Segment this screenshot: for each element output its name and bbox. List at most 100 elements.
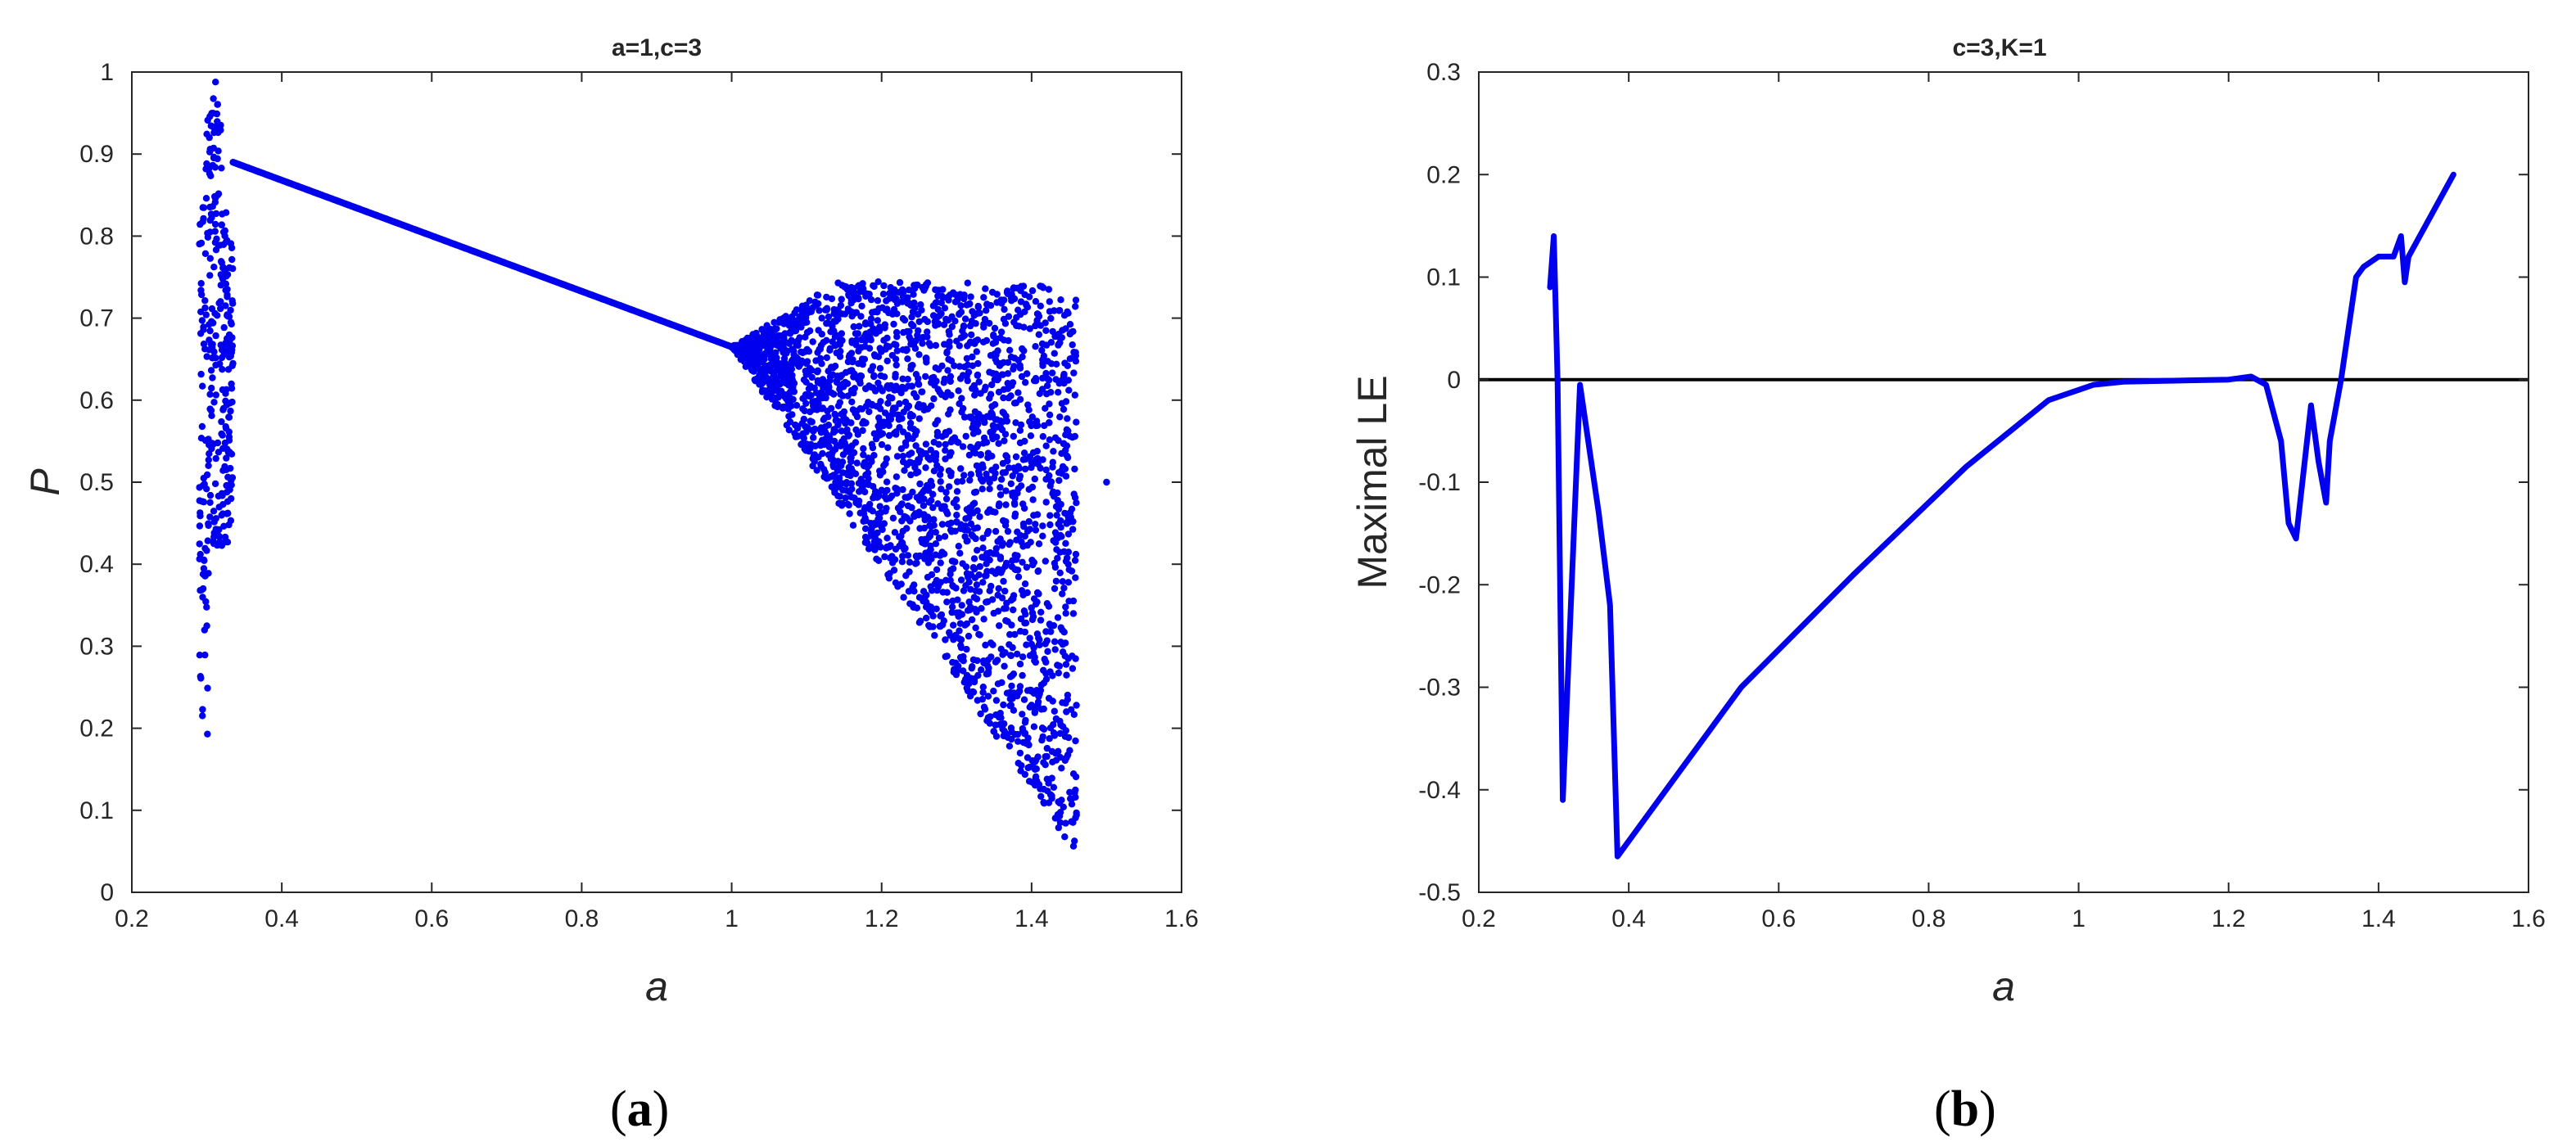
scatter-point: [966, 322, 974, 330]
scatter-point: [995, 585, 1002, 593]
scatter-point: [859, 427, 866, 435]
scatter-point: [809, 462, 816, 470]
scatter-point: [987, 639, 995, 647]
scatter-point: [769, 354, 776, 363]
scatter-point: [977, 390, 984, 397]
scatter-point: [1072, 737, 1079, 745]
scatter-point: [771, 318, 778, 326]
scatter-point: [905, 402, 913, 410]
scatter-point: [986, 319, 993, 327]
scatter-point: [209, 374, 216, 381]
scatter-point: [787, 321, 794, 329]
scatter-point: [827, 372, 835, 380]
scatter-point: [1001, 305, 1008, 314]
scatter-point: [219, 241, 228, 248]
scatter-point: [196, 540, 203, 548]
scatter-point: [1010, 285, 1017, 292]
chart-b-series-line: [1547, 171, 2456, 860]
scatter-point: [857, 344, 865, 351]
chart-a-xtick-label: 1.6: [1164, 905, 1199, 932]
scatter-point: [1008, 297, 1015, 305]
scatter-point: [199, 204, 206, 211]
scatter-point: [1022, 619, 1030, 627]
scatter-point: [860, 451, 867, 458]
scatter-point: [1063, 754, 1070, 761]
chart-b-xtick-label: 0.6: [1761, 905, 1796, 932]
scatter-point: [899, 346, 907, 354]
scatter-point: [818, 360, 825, 368]
scatter-point: [921, 555, 929, 562]
chart-b-ytick-label: 0.1: [1426, 264, 1461, 291]
scatter-point: [1046, 436, 1054, 444]
scatter-point: [859, 280, 866, 287]
scatter-point: [212, 354, 219, 362]
scatter-point: [887, 381, 895, 390]
scatter-point: [197, 675, 205, 682]
scatter-point: [956, 400, 963, 408]
scatter-point: [902, 441, 910, 449]
scatter-point: [893, 347, 902, 354]
scatter-point: [893, 341, 900, 349]
scatter-point: [206, 272, 214, 279]
scatter-point: [1038, 737, 1046, 744]
scatter-point: [1052, 577, 1060, 585]
scatter-point: [1063, 519, 1071, 526]
scatter-point: [1020, 607, 1028, 615]
scatter-point: [1028, 287, 1037, 295]
scatter-point: [1070, 490, 1078, 498]
scatter-point: [807, 364, 814, 372]
scatter-point: [860, 445, 867, 453]
scatter-point: [228, 362, 236, 369]
chart-b-xtick-label: 1.2: [2212, 905, 2246, 932]
scatter-point: [902, 572, 910, 580]
chart-a-ytick-label: 0.5: [79, 469, 114, 496]
scatter-point: [988, 567, 996, 575]
scatter-point: [861, 355, 869, 363]
scatter-point: [755, 351, 762, 359]
scatter-point: [893, 490, 901, 497]
scatter-point: [948, 323, 956, 331]
scatter-point: [949, 557, 957, 565]
scatter-point: [1062, 539, 1069, 547]
scatter-point: [947, 472, 955, 480]
scatter-point: [812, 389, 820, 397]
scatter-point: [1014, 650, 1021, 658]
scatter-point: [896, 424, 903, 431]
scatter-point: [989, 340, 997, 347]
scatter-point: [874, 278, 882, 286]
scatter-point: [880, 282, 888, 290]
scatter-point: [950, 636, 957, 643]
scatter-point: [1062, 446, 1069, 454]
scatter-point: [206, 203, 214, 211]
scatter-point: [1002, 452, 1010, 459]
scatter-point: [1049, 458, 1057, 466]
scatter-point: [209, 341, 216, 348]
scatter-point: [821, 414, 829, 422]
scatter-point: [917, 301, 924, 309]
scatter-point: [197, 512, 204, 520]
scatter-point: [938, 433, 947, 440]
scatter-point: [1039, 456, 1046, 463]
chart-a-x-axis: 0.2 0.4 0.6 0.8 1 1.2 1.4 1.6: [115, 72, 1199, 932]
scatter-point: [1054, 554, 1061, 562]
scatter-point: [938, 299, 946, 307]
scatter-point: [1030, 723, 1038, 730]
scatter-point: [210, 153, 218, 160]
scatter-point: [918, 388, 925, 395]
scatter-point: [953, 512, 960, 519]
scatter-point: [953, 518, 960, 526]
scatter-point: [938, 362, 946, 370]
scatter-point: [933, 299, 941, 306]
scatter-point: [1042, 442, 1050, 449]
scatter-point: [818, 331, 825, 338]
scatter-point: [1069, 526, 1077, 533]
scatter-point: [211, 228, 219, 235]
scatter-point: [992, 527, 1000, 535]
scatter-point: [924, 318, 932, 326]
scatter-point: [990, 688, 997, 695]
scatter-point: [904, 502, 912, 510]
scatter-point: [1002, 604, 1010, 612]
scatter-point: [938, 292, 946, 300]
scatter-point: [1026, 634, 1033, 642]
scatter-point: [998, 542, 1006, 549]
